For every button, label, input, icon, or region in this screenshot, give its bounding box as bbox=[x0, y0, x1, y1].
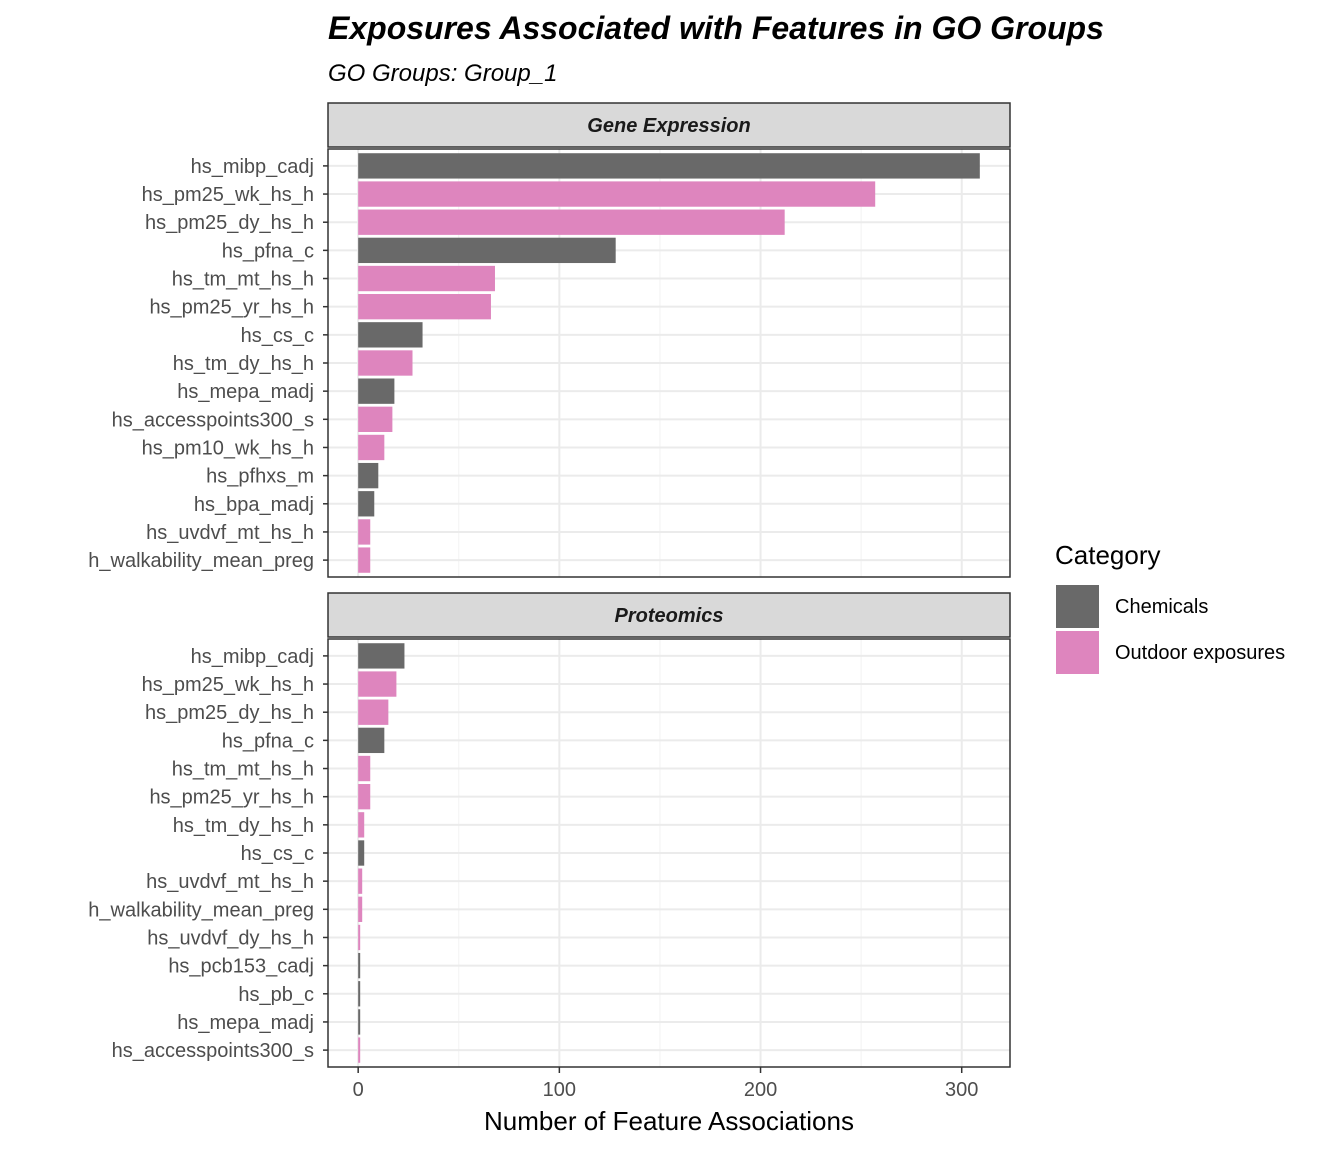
facet-panels: Gene Expression hs_mibp_cadj hs_pm25_wk_hs… bbox=[88, 102, 1011, 1068]
bar bbox=[358, 840, 365, 866]
facet-panel: Gene Expression hs_mibp_cadj hs_pm25_wk_hs… bbox=[88, 102, 1011, 578]
y-tick-label: hs_pfhxs_m bbox=[206, 466, 314, 488]
y-tick-label: hs_tm_mt_hs_h bbox=[172, 269, 314, 291]
y-tick-label: hs_mibp_cadj bbox=[191, 646, 314, 668]
bar bbox=[358, 727, 385, 754]
y-tick-label: hs_uvdvf_mt_hs_h bbox=[146, 522, 314, 544]
facet-panel: Proteomics hs_mibp_cadj hs_pm25_wk_hs_h hs_… bbox=[88, 592, 1011, 1068]
y-tick-label: hs_pfna_c bbox=[222, 240, 314, 262]
panel-border bbox=[327, 148, 1011, 578]
y-tick-label: h_walkability_mean_preg bbox=[88, 899, 314, 921]
chart-title: Exposures Associated with Features in GO… bbox=[328, 10, 1104, 46]
y-tick-label: hs_accesspoints300_s bbox=[112, 409, 314, 431]
bar bbox=[358, 671, 397, 697]
legend-swatch bbox=[1056, 585, 1099, 628]
bar bbox=[358, 237, 616, 264]
bar bbox=[358, 209, 785, 235]
bar bbox=[358, 153, 980, 179]
y-tick-label: hs_tm_dy_hs_h bbox=[173, 815, 314, 837]
y-tick-label: h_walkability_mean_preg bbox=[88, 550, 314, 572]
bar bbox=[358, 350, 413, 376]
x-tick-label: 100 bbox=[543, 1079, 576, 1101]
bar bbox=[358, 491, 375, 517]
y-tick-label: hs_tm_mt_hs_h bbox=[172, 759, 314, 781]
y-tick-label: hs_pm10_wk_hs_h bbox=[142, 437, 314, 459]
y-tick-label: hs_accesspoints300_s bbox=[112, 1040, 314, 1062]
facet-strip bbox=[327, 102, 1011, 148]
bar bbox=[358, 981, 361, 1007]
bar bbox=[358, 294, 491, 320]
y-tick-label: hs_mepa_madj bbox=[177, 381, 314, 403]
y-tick-label: hs_tm_dy_hs_h bbox=[173, 353, 314, 375]
y-tick-label: hs_mepa_madj bbox=[177, 1012, 314, 1034]
bar bbox=[358, 812, 365, 838]
x-axis: 0 100 200 300 bbox=[353, 1067, 978, 1101]
bar bbox=[358, 952, 361, 979]
y-tick-label: hs_uvdvf_mt_hs_h bbox=[146, 871, 314, 893]
facet-strip bbox=[327, 592, 1011, 638]
y-tick-label: hs_pm25_wk_hs_h bbox=[142, 184, 314, 206]
y-tick-label: hs_pb_c bbox=[238, 984, 314, 1006]
legend: Category Chemicals Outdoor exposures bbox=[1055, 540, 1285, 674]
bar bbox=[358, 896, 363, 922]
bar bbox=[358, 924, 361, 951]
bar bbox=[358, 1037, 361, 1063]
y-tick-label: hs_mibp_cadj bbox=[191, 156, 314, 178]
legend-swatch bbox=[1056, 631, 1099, 674]
y-tick-label: hs_cs_c bbox=[241, 843, 314, 865]
y-tick-label: hs_pm25_dy_hs_h bbox=[145, 702, 314, 724]
bar bbox=[358, 755, 371, 782]
legend-title: Category bbox=[1055, 540, 1161, 570]
bar bbox=[358, 181, 876, 207]
legend-label: Outdoor exposures bbox=[1115, 642, 1285, 664]
bar bbox=[358, 434, 385, 461]
facet-strip-label: Proteomics bbox=[615, 605, 724, 627]
bar bbox=[358, 265, 495, 292]
x-axis-title: Number of Feature Associations bbox=[484, 1106, 854, 1136]
x-tick-label: 0 bbox=[353, 1079, 364, 1101]
y-tick-label: hs_pfna_c bbox=[222, 730, 314, 752]
y-tick-label: hs_pm25_yr_hs_h bbox=[149, 297, 314, 319]
y-tick-label: hs_bpa_madj bbox=[194, 494, 314, 516]
facet-strip-label: Gene Expression bbox=[587, 115, 750, 137]
bar bbox=[358, 784, 371, 810]
y-tick-label: hs_cs_c bbox=[241, 325, 314, 347]
bar bbox=[358, 322, 423, 348]
legend-label: Chemicals bbox=[1115, 596, 1208, 618]
bar bbox=[358, 699, 389, 725]
bar bbox=[358, 519, 371, 545]
y-tick-label: hs_pm25_yr_hs_h bbox=[149, 787, 314, 809]
x-tick-label: 200 bbox=[744, 1079, 777, 1101]
bar bbox=[358, 462, 379, 489]
bar bbox=[358, 406, 393, 432]
y-tick-label: hs_pm25_wk_hs_h bbox=[142, 674, 314, 696]
bar bbox=[358, 643, 405, 669]
y-tick-label: hs_uvdvf_dy_hs_h bbox=[147, 927, 314, 949]
bar bbox=[358, 378, 395, 404]
y-tick-label: hs_pm25_dy_hs_h bbox=[145, 212, 314, 234]
bar bbox=[358, 868, 363, 894]
x-tick-label: 300 bbox=[945, 1079, 978, 1101]
panel-border bbox=[327, 638, 1011, 1068]
bar bbox=[358, 547, 371, 573]
chart-subtitle: GO Groups: Group_1 bbox=[328, 60, 557, 87]
y-tick-label: hs_pcb153_cadj bbox=[168, 956, 314, 978]
bar bbox=[358, 1009, 361, 1035]
